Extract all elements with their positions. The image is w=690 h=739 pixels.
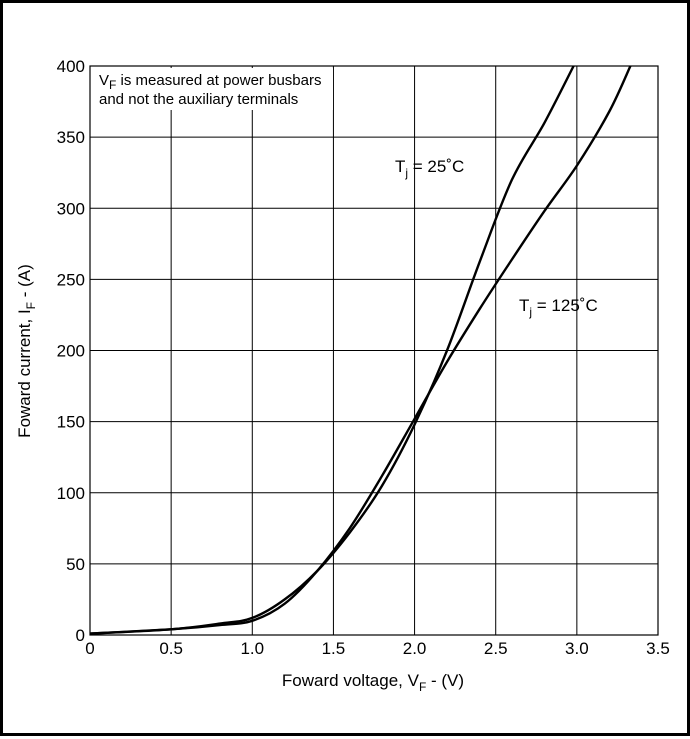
y-tick-label: 300	[57, 199, 85, 218]
x-axis-label: Foward voltage, VF - (V)	[282, 671, 464, 694]
x-tick-label: 2.5	[484, 639, 508, 658]
y-tick-label: 350	[57, 128, 85, 147]
y-tick-labels: 0 50 100 150 200 250 300 350 400	[57, 57, 85, 645]
x-tick-labels: 0 0.5 1.0 1.5 2.0 2.5 3.0 3.5	[85, 639, 670, 658]
annotation-line-2: and not the auxiliary terminals	[99, 91, 298, 108]
series-label-25c: Tj = 25˚C	[395, 157, 464, 180]
x-tick-label: 3.0	[565, 639, 589, 658]
x-tick-label: 0	[85, 639, 94, 658]
plot-border	[89, 65, 659, 636]
y-tick-label: 0	[76, 626, 85, 645]
x-tick-label: 3.5	[646, 639, 670, 658]
x-tick-label: 0.5	[159, 639, 183, 658]
x-tick-label: 1.5	[322, 639, 346, 658]
curves	[89, 65, 632, 635]
annotation-box	[93, 68, 333, 110]
annotation-line-1: VF is measured at power busbars	[99, 72, 321, 92]
series-label-125c: Tj = 125˚C	[519, 296, 598, 319]
y-tick-label: 50	[66, 555, 85, 574]
chart-svg: 0 0.5 1.0 1.5 2.0 2.5 3.0 3.5 0 50 100 150 200 250 30…	[15, 57, 670, 694]
x-tick-label: 1.0	[240, 639, 264, 658]
series-line-25c	[89, 65, 575, 635]
y-tick-label: 100	[57, 484, 85, 503]
x-tick-label: 2.0	[403, 639, 427, 658]
y-tick-label: 400	[57, 57, 85, 76]
y-axis-label: Foward current, IF - (A)	[15, 264, 38, 438]
y-tick-label: 200	[57, 342, 85, 361]
series-line-125c	[89, 65, 632, 635]
y-tick-label: 250	[57, 270, 85, 289]
y-tick-label: 150	[57, 413, 85, 432]
grid	[90, 66, 658, 635]
